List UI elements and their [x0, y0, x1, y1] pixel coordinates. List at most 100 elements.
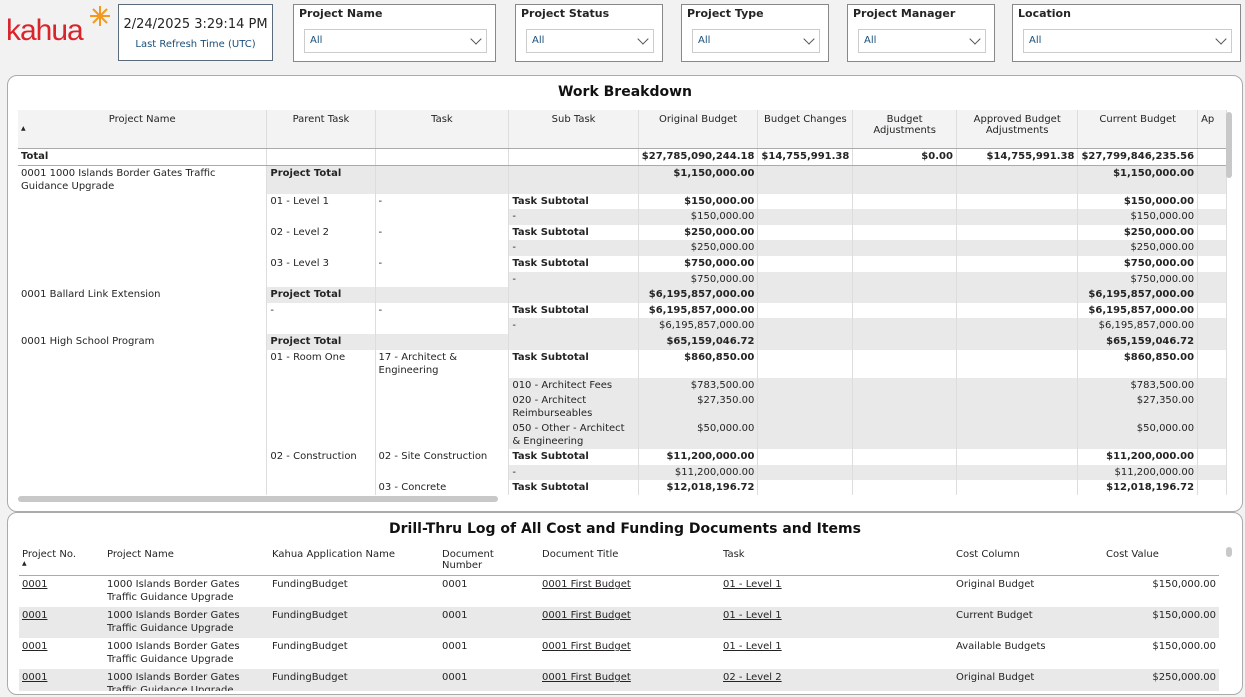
- cell: 0001: [439, 638, 539, 669]
- cell: $783,500.00: [1077, 377, 1199, 394]
- column-header[interactable]: Sub Task: [508, 110, 639, 149]
- column-header[interactable]: Budget Changes: [757, 110, 854, 149]
- cell: Total: [18, 148, 268, 166]
- column-header[interactable]: Project Name: [104, 545, 269, 576]
- link[interactable]: 02 - Level 2: [723, 672, 782, 683]
- cell: [266, 209, 376, 225]
- cell: [375, 333, 510, 350]
- link[interactable]: 0001: [22, 610, 48, 621]
- cell: Task Subtotal: [508, 480, 639, 495]
- cell: $1,150,000.00: [638, 165, 759, 194]
- filter-dropdown[interactable]: All: [1023, 29, 1232, 53]
- panel-title: Drill-Thru Log of All Cost and Funding D…: [389, 521, 861, 537]
- column-header[interactable]: Document Number: [439, 545, 539, 576]
- cell: [852, 240, 957, 256]
- logo: kahua: [6, 6, 110, 48]
- column-header[interactable]: Task: [375, 110, 510, 149]
- cell: [956, 255, 1079, 272]
- link[interactable]: 01 - Level 1: [723, 641, 782, 652]
- column-header[interactable]: Current Budget: [1077, 110, 1199, 149]
- cell: $12,018,196.72: [1077, 480, 1199, 495]
- cell: $150,000.00: [638, 193, 759, 210]
- cell: $250,000.00: [1103, 669, 1219, 691]
- cell: [956, 209, 1079, 225]
- cell: [757, 302, 854, 319]
- row: 02 - Construction 02 - Site Construction T…: [18, 449, 1227, 465]
- v-scrollbar[interactable]: [1226, 547, 1232, 557]
- cell: [266, 464, 376, 481]
- cell: [266, 240, 376, 256]
- cell: [1197, 255, 1227, 272]
- cell-text: FundingBudget: [272, 672, 348, 683]
- link[interactable]: 0001 First Budget: [542, 672, 631, 683]
- cell: [1197, 287, 1227, 303]
- link[interactable]: 0001 First Budget: [542, 610, 631, 621]
- cell: 0001 First Budget: [539, 638, 720, 669]
- column-header[interactable]: Approved Budget Adjustments: [956, 110, 1079, 149]
- row: 0001 High School Program Project Total $65…: [18, 333, 1227, 350]
- cell-text: 1000 Islands Border Gates Traffic Guidan…: [107, 579, 240, 603]
- cell: Original Budget: [953, 669, 1103, 691]
- cell: [852, 449, 957, 465]
- cell: [1197, 449, 1227, 465]
- column-header[interactable]: Project No.: [19, 545, 104, 576]
- cell: 0001: [19, 607, 104, 638]
- link[interactable]: 0001 First Budget: [542, 641, 631, 652]
- cell: [375, 271, 510, 288]
- cell: [757, 421, 854, 450]
- column-header[interactable]: Parent Task: [266, 110, 376, 149]
- row: 01 - Room One 17 - Architect & Engineerin…: [18, 349, 1227, 378]
- cell: [956, 449, 1079, 465]
- column-header[interactable]: Cost Value: [1103, 545, 1219, 576]
- column-header[interactable]: Cost Column: [953, 545, 1103, 576]
- column-header[interactable]: Budget Adjustments: [852, 110, 957, 149]
- column-header[interactable]: Project Name: [18, 110, 268, 149]
- cell: [852, 421, 957, 450]
- link[interactable]: 0001 First Budget: [542, 579, 631, 590]
- column-header[interactable]: Ap: [1197, 110, 1227, 149]
- filter-dropdown[interactable]: All: [692, 29, 820, 53]
- cell-text: Current Budget: [956, 610, 1033, 621]
- h-scrollbar[interactable]: [18, 496, 498, 502]
- cell: [18, 240, 268, 256]
- cell: -: [266, 302, 376, 319]
- link[interactable]: 0001: [22, 672, 48, 683]
- cell: $250,000.00: [1077, 240, 1199, 256]
- cell: [757, 271, 854, 288]
- v-scrollbar[interactable]: [1226, 112, 1232, 178]
- cell: $750,000.00: [638, 255, 759, 272]
- cell: $6,195,857,000.00: [1077, 302, 1199, 319]
- link[interactable]: 01 - Level 1: [723, 610, 782, 621]
- cell: -: [375, 255, 510, 272]
- cell: $750,000.00: [1077, 255, 1199, 272]
- row: - $750,000.00 $750,000.00: [18, 271, 1227, 288]
- column-header[interactable]: Original Budget: [638, 110, 759, 149]
- cell: [375, 240, 510, 256]
- refresh-label: Last Refresh Time (UTC): [135, 39, 256, 50]
- cell: Current Budget: [953, 607, 1103, 638]
- column-header[interactable]: Kahua Application Name: [269, 545, 439, 576]
- link[interactable]: 0001: [22, 579, 48, 590]
- cell: [18, 464, 268, 481]
- cell: $14,755,991.38: [956, 148, 1079, 166]
- column-header[interactable]: Task: [720, 545, 953, 576]
- link[interactable]: 01 - Level 1: [723, 579, 782, 590]
- cell: [508, 148, 639, 166]
- filter-dropdown[interactable]: All: [858, 29, 986, 53]
- link[interactable]: 0001: [22, 641, 48, 652]
- filter: Project Manager All: [847, 4, 995, 62]
- cell: [266, 421, 376, 450]
- cell: [1197, 240, 1227, 256]
- cell: 0001 First Budget: [539, 607, 720, 638]
- cell: [757, 393, 854, 422]
- cell-text: 0001: [442, 641, 468, 652]
- row: 0001 1000 Islands Border Gates Traffic Gu…: [19, 638, 1219, 669]
- filter-dropdown[interactable]: All: [304, 29, 487, 53]
- cell: [18, 421, 268, 450]
- column-header[interactable]: Document Title: [539, 545, 720, 576]
- cell: [852, 193, 957, 210]
- cell: $150,000.00: [1103, 607, 1219, 638]
- filter-dropdown[interactable]: All: [526, 29, 654, 53]
